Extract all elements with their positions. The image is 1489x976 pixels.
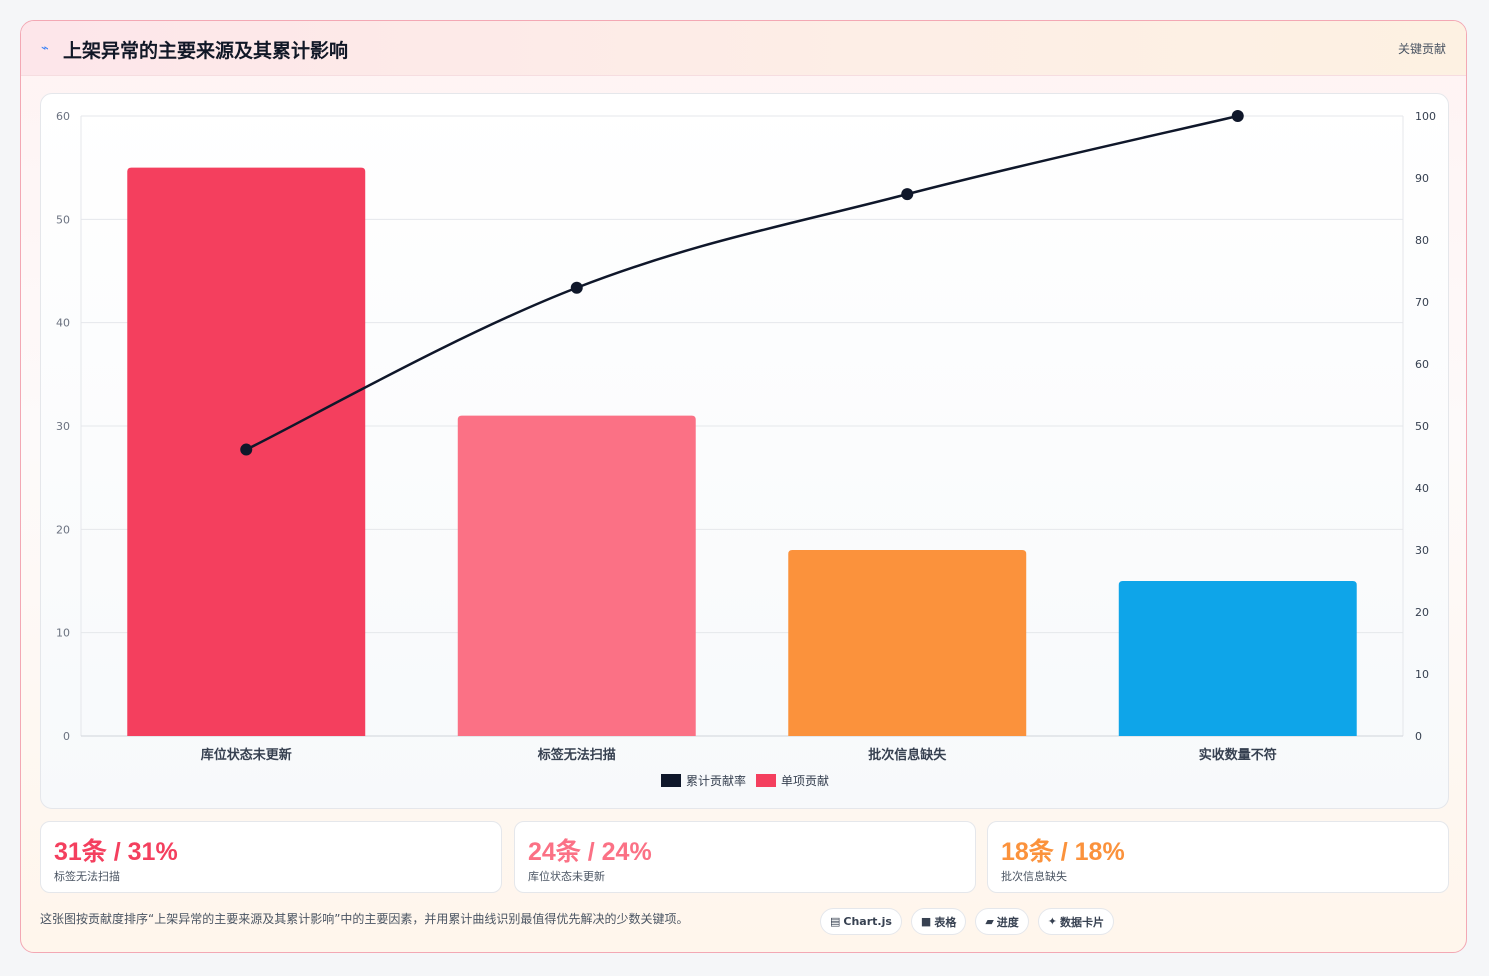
y2-tick-label: 50 bbox=[1415, 420, 1429, 433]
x-tick-label: 标签无法扫描 bbox=[537, 747, 616, 763]
stat-value: 24条 / 24% bbox=[528, 838, 652, 866]
y2-tick-label: 80 bbox=[1415, 234, 1429, 247]
y-tick-label: 20 bbox=[56, 523, 70, 536]
cumulative-point bbox=[1231, 110, 1244, 122]
bar bbox=[457, 415, 696, 736]
chip-label: 数据卡片 bbox=[1060, 915, 1105, 929]
pareto-chart: 0 10 20 30 40 50 60 0 10 20 30 40 50 60 70 80 90 100 库位状态未… bbox=[56, 110, 1436, 763]
cumulative-point bbox=[240, 443, 253, 456]
cumulative-point bbox=[901, 188, 914, 201]
chart-legend: 累计贡献率 单项贡献 bbox=[661, 772, 829, 789]
legend-item-single[interactable]: 单项贡献 bbox=[756, 772, 829, 789]
chart-panel: 0 10 20 30 40 50 60 0 10 20 30 40 50 60 70 80 90 100 库位状态未… bbox=[40, 93, 1449, 809]
bar bbox=[1118, 581, 1357, 736]
y-tick-label: 40 bbox=[56, 317, 70, 330]
stat-card: 18条 / 18% 批次信息缺失 bbox=[987, 821, 1449, 893]
chart-icon: ▤ bbox=[830, 915, 841, 928]
legend-label-cumulative: 累计贡献率 bbox=[686, 774, 747, 788]
chip-data-card[interactable]: ✦ 数据卡片 bbox=[1037, 908, 1115, 935]
x-tick-label: 实收数量不符 bbox=[1199, 747, 1277, 763]
chip-label: 进度 bbox=[996, 915, 1019, 929]
y2-tick-label: 20 bbox=[1415, 606, 1429, 619]
stat-label: 批次信息缺失 bbox=[1001, 870, 1067, 883]
table-icon: ■ bbox=[920, 915, 932, 928]
stat-value: 31条 / 31% bbox=[54, 838, 178, 866]
stat-value: 18条 / 18% bbox=[1001, 838, 1125, 866]
y2-tick-label: 90 bbox=[1415, 172, 1429, 185]
chart-description: 这张图按贡献度排序“上架异常的主要来源及其累计影响”中的主要因素，并用累计曲线识… bbox=[40, 912, 689, 926]
header-tag: 关键贡献 bbox=[1397, 42, 1446, 56]
progress-icon: ▰ bbox=[985, 915, 994, 928]
y2-tick-label: 30 bbox=[1415, 544, 1429, 557]
y2-tick-label: 40 bbox=[1415, 482, 1429, 495]
chip-progress[interactable]: ▰ 进度 bbox=[975, 908, 1029, 935]
y2-tick-label: 100 bbox=[1415, 110, 1436, 123]
y2-tick-label: 70 bbox=[1415, 296, 1429, 309]
y2-tick-label: 60 bbox=[1415, 358, 1429, 371]
stat-card: 31条 / 31% 标签无法扫描 bbox=[40, 821, 502, 893]
chip-label: 表格 bbox=[934, 915, 957, 929]
feature-chips: ▤ Chart.js ■ 表格 ▰ 进度 ✦ 数据卡片 bbox=[820, 908, 1115, 935]
card-title: 上架异常的主要来源及其累计影响 bbox=[63, 40, 349, 62]
chart-card: ⌁ 上架异常的主要来源及其累计影响 关键贡献 0 10 20 30 40 50 60 0 10 2… bbox=[20, 20, 1467, 953]
legend-swatch-single bbox=[756, 774, 777, 787]
lightning-icon: ⌁ bbox=[41, 41, 49, 56]
chip-label: Chart.js bbox=[843, 915, 892, 928]
chip-table[interactable]: ■ 表格 bbox=[910, 908, 967, 935]
y2-tick-label: 0 bbox=[1415, 730, 1422, 743]
y-tick-label: 60 bbox=[56, 110, 70, 123]
stat-label: 库位状态未更新 bbox=[528, 870, 605, 883]
cumulative-line bbox=[245, 114, 1239, 451]
y-tick-label: 0 bbox=[63, 730, 70, 743]
y-tick-label: 10 bbox=[56, 627, 70, 640]
card-header: ⌁ 上架异常的主要来源及其累计影响 关键贡献 bbox=[21, 21, 1466, 76]
x-tick-label: 批次信息缺失 bbox=[868, 747, 947, 763]
x-tick-label: 库位状态未更新 bbox=[201, 747, 292, 763]
bar bbox=[788, 550, 1027, 736]
cumulative-point bbox=[570, 281, 583, 294]
data-card-icon: ✦ bbox=[1047, 915, 1058, 928]
y2-tick-label: 10 bbox=[1415, 668, 1429, 681]
legend-swatch-cumulative bbox=[661, 774, 681, 787]
y-tick-label: 30 bbox=[56, 420, 70, 433]
stat-card: 24条 / 24% 库位状态未更新 bbox=[514, 821, 976, 893]
stat-label: 标签无法扫描 bbox=[54, 870, 120, 883]
legend-item-cumulative[interactable]: 累计贡献率 bbox=[661, 772, 746, 789]
legend-label-single: 单项贡献 bbox=[781, 774, 830, 788]
y-tick-label: 50 bbox=[56, 213, 70, 226]
chip-chartjs[interactable]: ▤ Chart.js bbox=[820, 908, 902, 935]
stat-cards: 31条 / 31% 标签无法扫描 24条 / 24% 库位状态未更新 18条 /… bbox=[40, 821, 1449, 893]
